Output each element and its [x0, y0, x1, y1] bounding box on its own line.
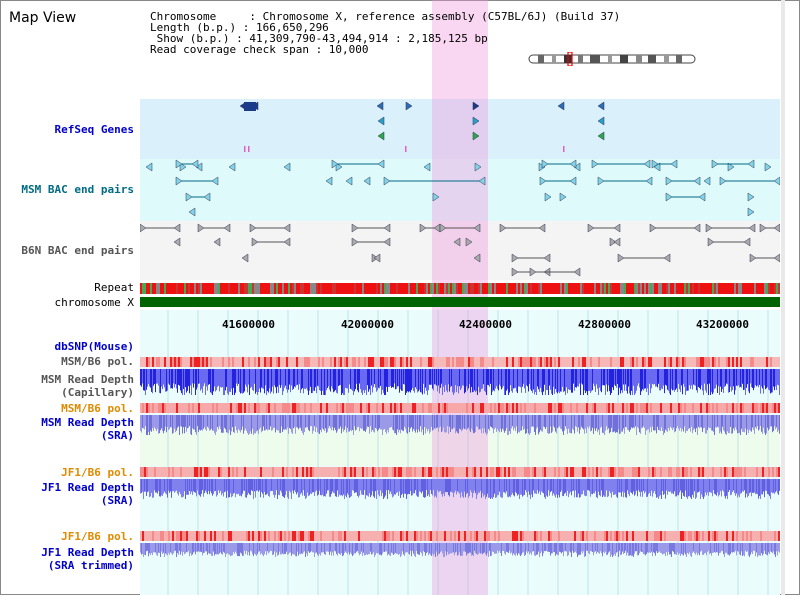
page-title: Map View: [9, 10, 77, 26]
refseq-genes-track[interactable]: [140, 99, 780, 159]
jf1-depth-sra-sub: (SRA): [100, 494, 134, 507]
chromosome-info: Chromosome : Chromosome X, reference ass…: [150, 10, 621, 23]
right-edge-bar[interactable]: [781, 0, 785, 595]
axis-tick-2: 42000000: [341, 318, 394, 331]
repeat-track: [140, 283, 780, 294]
jf1-depth-sra-track: [140, 479, 780, 499]
jf1-b6-pol-label: JF1/B6 pol.: [61, 466, 134, 479]
jf1-depth-trim-sub: (SRA trimmed): [47, 559, 134, 572]
msm-depth-sra-track: [140, 415, 780, 435]
show-range-info: Show (b.p.) : 41,309,790-43,494,914 : 2,…: [150, 32, 488, 45]
msm-bac-track[interactable]: [140, 159, 780, 221]
chromosome-bar: [140, 297, 780, 307]
jf1-depth-trim-label: JF1 Read Depth: [41, 546, 134, 559]
jf1-b6-pol-2-strip: [140, 531, 780, 541]
msm-b6-pol-2-strip: [140, 403, 780, 413]
repeat-label: Repeat: [94, 281, 134, 294]
length-info: Length (b.p.) : 166,650,296: [150, 21, 329, 34]
axis-tick-5: 43200000: [696, 318, 749, 331]
msm-b6-pol-2-label: MSM/B6 pol.: [61, 402, 134, 415]
dbsnp-label[interactable]: dbSNP(Mouse): [54, 340, 134, 353]
axis-tick-4: 42800000: [578, 318, 631, 331]
chromosome-ideogram[interactable]: [528, 52, 698, 66]
msm-bac-label[interactable]: MSM BAC end pairs: [21, 183, 134, 196]
msm-depth-capillary-track: [140, 369, 780, 395]
msm-b6-pol-label: MSM/B6 pol.: [61, 355, 134, 368]
msm-depth-sra-sub: (SRA): [100, 429, 134, 442]
b6n-bac-band: [140, 221, 780, 280]
msm-bac-band: [140, 159, 780, 221]
msm-b6-pol-strip: [140, 357, 780, 367]
jf1-depth-sra-label: JF1 Read Depth: [41, 481, 134, 494]
axis-tick-3: 42400000: [459, 318, 512, 331]
jf1-b6-pol-2-label: JF1/B6 pol.: [61, 530, 134, 543]
jf1-area-band: [140, 426, 780, 466]
jf1-depth-trim-track: [140, 543, 780, 557]
msm-depth-sra-label: MSM Read Depth: [41, 416, 134, 429]
msm-depth-capillary-sub: (Capillary): [61, 386, 134, 399]
msm-depth-capillary-label: MSM Read Depth: [41, 373, 134, 386]
coverage-info: Read coverage check span : 10,000: [150, 43, 369, 56]
refseq-label[interactable]: RefSeq Genes: [54, 123, 134, 136]
jf1-b6-pol-strip: [140, 467, 780, 477]
axis-tick-1: 41600000: [222, 318, 275, 331]
info-block: Chromosome : Chromosome X, reference ass…: [150, 11, 620, 55]
b6n-bac-label[interactable]: B6N BAC end pairs: [21, 244, 134, 257]
b6n-bac-track[interactable]: [140, 221, 780, 280]
chromosome-label: chromosome X: [54, 296, 134, 309]
